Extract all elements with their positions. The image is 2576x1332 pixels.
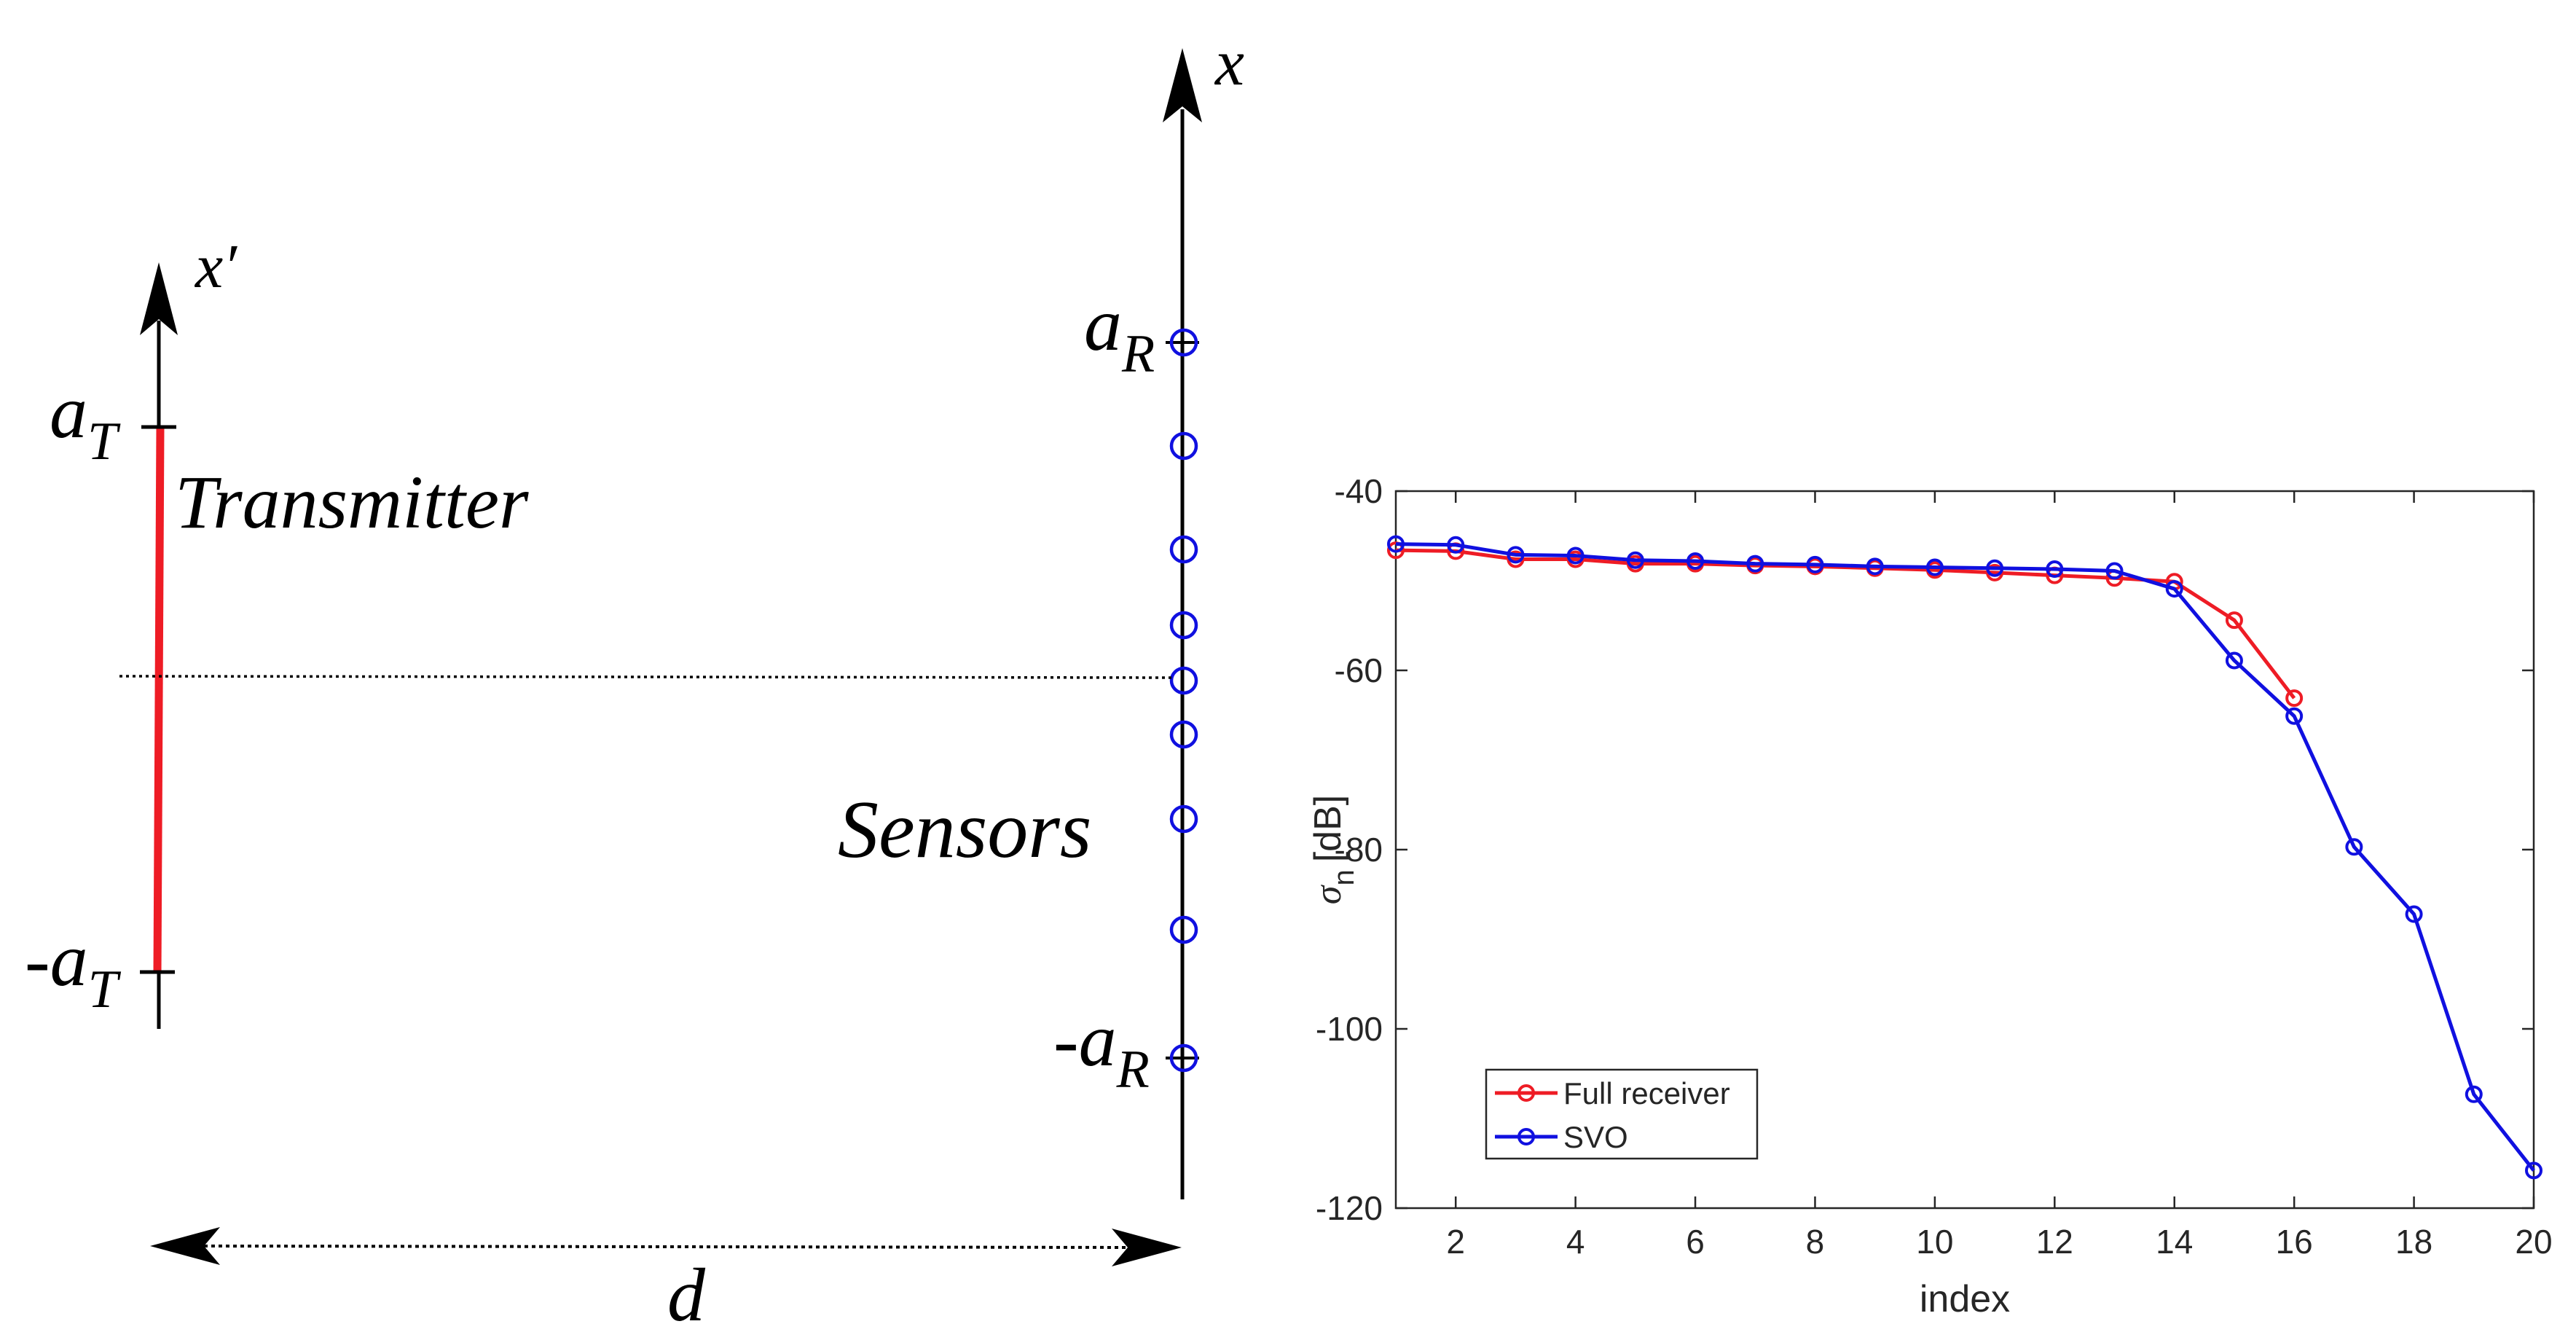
y-tick-label: -40 <box>1335 472 1383 510</box>
distance-label: d <box>667 1253 706 1332</box>
y-tick-label: -100 <box>1316 1010 1383 1048</box>
data-point-svo <box>2345 838 2363 856</box>
y-tick-label: -80 <box>1335 831 1383 869</box>
data-point-svo <box>2046 560 2064 579</box>
legend-marker-full-receiver <box>1517 1084 1535 1102</box>
data-point-full-receiver <box>2285 689 2304 708</box>
data-point-full-receiver <box>2225 611 2243 630</box>
x-tick-label: 2 <box>1446 1223 1465 1261</box>
geometry-diagram: x′ aT -aT Transmitter x aR -aR Sensors <box>25 27 1244 1332</box>
aR-label: aR <box>1084 283 1155 384</box>
data-point-svo <box>2405 905 2423 923</box>
x-tick-label: 6 <box>1686 1223 1705 1261</box>
y-axis-label: σn[dB] <box>1307 795 1360 904</box>
x-tick-label: 20 <box>2515 1223 2552 1261</box>
transmitter-axis-arrowhead <box>140 262 178 335</box>
data-point-svo <box>2465 1085 2483 1103</box>
sensor-marker <box>1169 720 1198 749</box>
data-point-svo <box>2165 580 2183 598</box>
sensor-marker <box>1169 915 1198 944</box>
aT-label: aT <box>50 370 121 471</box>
data-point-svo <box>2525 1161 2542 1180</box>
sensor-marker <box>1169 535 1198 564</box>
y-axis: -40 -60 -80 -100 -120 <box>1316 472 2534 1227</box>
data-point-svo <box>1866 557 1884 576</box>
data-point-svo <box>1746 555 1764 573</box>
data-point-full-receiver <box>1387 541 1405 560</box>
legend: Full receiver SVO <box>1485 1068 1759 1160</box>
sensors-label: Sensors <box>838 785 1091 875</box>
neg-aT-label: -aT <box>25 918 122 1019</box>
receiver-axis-label: x <box>1214 27 1244 99</box>
x-tick-label: 10 <box>1916 1223 1953 1261</box>
y-tick-label: -120 <box>1316 1189 1383 1227</box>
x-tick-label: 4 <box>1566 1223 1585 1261</box>
transmitter-axis-label: x′ <box>194 231 237 301</box>
legend-label-full-receiver: Full receiver <box>1563 1076 1730 1110</box>
neg-aR-label: -aR <box>1053 998 1150 1100</box>
x-axis: 2 4 6 8 10 12 14 16 18 20 <box>1446 491 2553 1261</box>
x-tick-label: 14 <box>2156 1223 2193 1261</box>
data-point-svo <box>1925 558 1944 576</box>
y-tick-label: -60 <box>1335 651 1383 689</box>
data-point-svo <box>2225 651 2243 670</box>
legend-marker-svo <box>1517 1128 1535 1145</box>
series-svo <box>1387 535 2542 1180</box>
sensor-marker <box>1169 666 1198 695</box>
data-point-svo <box>1566 546 1585 565</box>
receiver-axis-arrowhead <box>1163 48 1202 122</box>
x-tick-label: 18 <box>2395 1223 2432 1261</box>
x-tick-label: 12 <box>2036 1223 2073 1261</box>
data-point-svo <box>1686 552 1705 570</box>
distance-arrowhead-right <box>1112 1229 1182 1266</box>
x-axis-label: index <box>1920 1278 2010 1320</box>
transmitter-label: Transmitter <box>175 461 529 544</box>
sensor-marker <box>1169 1043 1198 1073</box>
series-layer <box>1387 535 2542 1180</box>
transmitter-segment <box>153 426 165 973</box>
sensor-marker <box>1169 328 1198 357</box>
x-tick-label: 16 <box>2276 1223 2313 1261</box>
distance-arrowhead-left <box>150 1227 220 1265</box>
data-point-svo <box>1806 555 1824 573</box>
data-point-svo <box>1986 559 2004 577</box>
data-point-svo <box>1626 551 1644 569</box>
chart: -40 -60 -80 -100 -120 2 4 6 8 10 12 14 16 18 20 index… <box>1307 472 2553 1320</box>
data-point-svo <box>1447 536 1465 554</box>
x-tick-label: 8 <box>1806 1223 1825 1261</box>
center-reference-line <box>119 675 1172 679</box>
data-point-svo <box>1387 535 1405 553</box>
data-point-svo <box>2285 707 2304 725</box>
sensor-array <box>1169 328 1198 1073</box>
data-point-svo <box>1507 546 1525 564</box>
distance-line <box>196 1245 1137 1249</box>
sensor-marker <box>1169 804 1198 834</box>
series-line-svo <box>1395 542 2535 1172</box>
sensor-marker <box>1169 611 1198 640</box>
legend-label-svo: SVO <box>1563 1120 1628 1154</box>
data-point-svo <box>2105 562 2124 580</box>
sensor-marker <box>1169 431 1198 461</box>
